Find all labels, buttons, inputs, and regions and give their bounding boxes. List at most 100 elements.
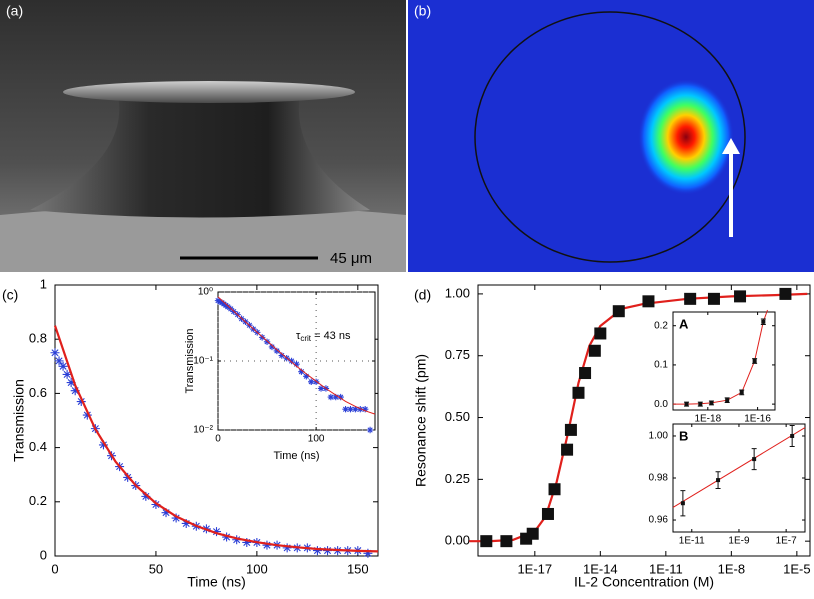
y-tick-label: 0.1: [654, 360, 668, 371]
data-point: [752, 457, 757, 462]
plot: 1E-17 1E-14 1E-11 1E-8 1E-5 0.00 0.25 0.50 0.75 1…: [413, 284, 811, 590]
plot: 1E-11 1E-9 1E-7 0.96 0.98 1.00 B: [649, 423, 806, 547]
x-tick-label: 1E-16: [744, 414, 771, 425]
data-point: [564, 423, 577, 436]
data-point: [224, 303, 232, 311]
data-point: [680, 501, 685, 506]
data-point: [352, 406, 359, 413]
y-tick-label: 10⁻¹: [193, 356, 213, 367]
plot-frame: [672, 423, 806, 533]
plot-frame: [672, 311, 776, 411]
inset-label: B: [679, 428, 688, 443]
data-point: [273, 347, 281, 355]
data-point: [171, 513, 181, 523]
data-point: [258, 334, 266, 341]
data-point: [54, 356, 64, 366]
data-point: [288, 357, 295, 365]
data-point: [698, 402, 703, 407]
plot: 1E-18 1E-16 0.0 0.1 0.2 A: [654, 309, 776, 425]
x-tick-label: 100: [308, 434, 325, 445]
x-tick-label: 50: [149, 561, 163, 576]
data-point: [70, 386, 80, 396]
data-point: [642, 295, 655, 308]
y-tick-label: 0.96: [649, 515, 669, 526]
data-point: [82, 410, 92, 420]
x-tick-label: 0: [215, 434, 221, 445]
y-tick-label: 1.00: [649, 431, 669, 442]
data-point: [588, 344, 601, 357]
mode-profile: [638, 79, 734, 195]
data-point: [361, 406, 369, 413]
data-point: [298, 368, 305, 375]
microtoroid: [63, 81, 355, 103]
annotation: τcrit = 43 ns: [296, 330, 351, 343]
x-axis-title: Time (ns): [273, 450, 319, 462]
y-tick-label: 0.6: [29, 385, 47, 400]
x-tick-label: 1E-18: [694, 414, 721, 425]
data-point: [761, 319, 766, 324]
y-axis-title: Transmission: [184, 329, 196, 394]
data-point: [293, 360, 300, 368]
data-point: [779, 287, 792, 300]
x-tick-label: 1E-17: [517, 561, 552, 576]
data-point: [594, 327, 607, 340]
data-point: [278, 352, 285, 359]
y-tick-label: 0.75: [445, 347, 470, 362]
data-point: [161, 508, 171, 518]
data-point: [337, 393, 344, 401]
panel-label: (d): [414, 287, 431, 303]
data-point: [327, 393, 335, 401]
data-point: [725, 398, 730, 403]
inset-label: A: [679, 316, 689, 331]
data-point: [363, 548, 373, 558]
data-point: [263, 338, 271, 345]
data-point: [66, 378, 76, 388]
y-tick-label: 0.4: [29, 439, 47, 454]
y-tick-label: 0.8: [29, 331, 47, 346]
y-tick-label: 10⁰: [198, 287, 213, 298]
data-point: [216, 298, 224, 306]
data-point: [684, 402, 689, 407]
x-tick-label: 1E-14: [583, 561, 618, 576]
x-tick-label: 1E-8: [718, 561, 745, 576]
data-point: [500, 535, 513, 548]
panel-label: (c): [2, 287, 18, 303]
field-map: [408, 0, 814, 272]
plot: 0 100 10⁻² 10⁻¹ 10⁰ Time (ns) Transmission τcri…: [184, 287, 376, 462]
y-axis-title: Resonance shift (pm): [413, 354, 429, 487]
data-point: [707, 292, 720, 305]
data-point: [612, 305, 625, 318]
data-point: [548, 483, 561, 496]
data-point: [332, 393, 339, 401]
data-point: [181, 518, 191, 528]
data-point: [752, 359, 757, 363]
data-point: [579, 367, 592, 380]
data-point: [480, 535, 493, 548]
data-point: [739, 390, 744, 395]
panel-a: 45 μm (a): [0, 0, 406, 272]
data-point: [303, 373, 310, 380]
data-point: [572, 386, 585, 399]
substrate: [0, 205, 406, 272]
x-tick-label: 1E-11: [649, 561, 683, 576]
y-tick-label: 0.50: [445, 409, 470, 424]
fit-line: [53, 325, 379, 553]
data-point: [282, 543, 292, 553]
x-tick-label: 0: [51, 561, 58, 576]
data-point: [366, 426, 374, 434]
data-point: [709, 400, 714, 405]
data-point: [684, 292, 697, 305]
x-tick-label: 1E-7: [776, 536, 798, 547]
data-point: [76, 397, 86, 407]
pedestal: [30, 95, 370, 218]
x-tick-label: 1E-5: [783, 561, 810, 576]
data-point: [734, 290, 747, 303]
x-tick-label: 100: [246, 561, 268, 576]
data-point: [242, 537, 252, 547]
data-point: [347, 406, 354, 413]
data-point: [262, 540, 272, 550]
data-point: [561, 443, 574, 456]
y-tick-label: 0: [40, 547, 47, 562]
data-point: [357, 406, 364, 413]
annotation-text: = 43 ns: [311, 330, 351, 342]
